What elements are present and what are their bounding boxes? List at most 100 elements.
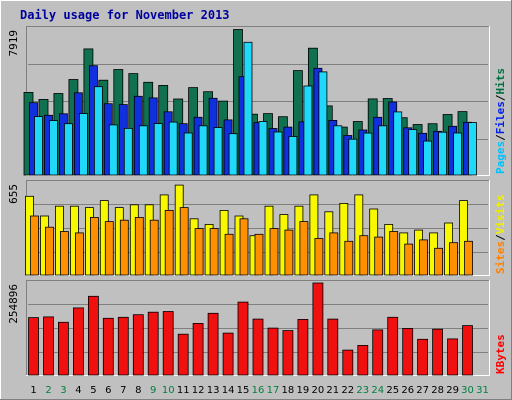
legend-middle: Sites/Visits [494, 195, 507, 275]
bar-kbytes-day-21 [327, 318, 339, 376]
chart-panels: 7919Pages/Files/Hits655Sites/Visits25489… [7, 26, 507, 376]
x-axis-day-labels: 1 2 3 4 5 6 7 8 9 10 11 12 13 14 15 16 17 18 19 20 21 22 23 24 2… [30, 385, 489, 396]
bar-sites-day-26 [404, 243, 414, 276]
bar-pages-day-29 [453, 132, 463, 176]
bar-pages-day-21 [333, 125, 343, 176]
day-label-10: 10 [162, 385, 175, 396]
series-kbytes [28, 282, 473, 376]
bar-sites-day-30 [464, 240, 473, 276]
max-label-top: 7919 [7, 30, 20, 57]
bar-kbytes-day-13 [207, 312, 219, 376]
legend-item-pages: Pages [494, 141, 507, 174]
bar-sites-day-18 [284, 229, 294, 276]
day-label-27: 27 [416, 385, 429, 396]
bar-sites-day-14 [224, 233, 234, 276]
day-label-9: 9 [150, 385, 156, 396]
bar-kbytes-day-27 [417, 338, 429, 376]
day-label-24: 24 [371, 385, 384, 396]
bar-sites-day-17 [269, 228, 279, 276]
bar-sites-day-13 [209, 228, 219, 276]
bar-pages-day-20 [318, 71, 328, 176]
bar-pages-day-28 [438, 131, 448, 176]
bar-kbytes-day-26 [402, 327, 414, 376]
bar-pages-day-13 [213, 127, 223, 176]
bar-pages-day-23 [363, 132, 373, 176]
bar-sites-day-4 [75, 232, 84, 276]
day-label-30: 30 [461, 385, 474, 396]
legend-item-hits: Hits [494, 68, 507, 95]
bar-visits-day-23 [354, 194, 364, 276]
legend-item-files: Files [494, 101, 507, 134]
series-visits [25, 184, 468, 276]
bar-visits-day-22 [339, 202, 349, 276]
bar-visits-day-30 [459, 200, 468, 276]
bar-kbytes-day-28 [432, 328, 444, 376]
bar-sites-day-11 [179, 207, 189, 276]
legend-top: Pages/Files/Hits [494, 68, 507, 174]
bar-kbytes-day-23 [357, 344, 369, 376]
day-label-2: 2 [45, 385, 51, 396]
day-label-1: 1 [30, 385, 36, 396]
bar-kbytes-day-7 [117, 316, 129, 376]
bar-pages-day-3 [64, 123, 73, 176]
bar-sites-day-25 [389, 231, 399, 276]
day-label-12: 12 [192, 385, 205, 396]
bar-pages-day-6 [108, 124, 118, 176]
bar-kbytes-day-20 [312, 282, 324, 376]
day-label-31: 31 [476, 385, 489, 396]
bar-sites-day-15 [239, 218, 249, 276]
bar-sites-day-8 [134, 216, 144, 276]
legend-separator: / [494, 234, 507, 241]
bar-kbytes-day-5 [88, 295, 99, 376]
bar-pages-day-7 [123, 127, 133, 176]
bar-sites-day-20 [314, 238, 324, 276]
series-pages [34, 41, 477, 176]
bar-pages-day-1 [34, 116, 43, 176]
chart-title: Daily usage for November 2013 [20, 8, 230, 22]
day-label-16: 16 [252, 385, 265, 396]
day-label-21: 21 [326, 385, 339, 396]
bar-kbytes-day-24 [372, 329, 384, 376]
bar-pages-day-14 [228, 133, 238, 176]
bar-kbytes-day-6 [102, 317, 114, 376]
bar-sites-day-27 [419, 239, 429, 276]
bar-kbytes-day-9 [147, 311, 159, 376]
bar-pages-day-25 [393, 111, 403, 176]
bar-sites-day-6 [104, 221, 114, 276]
day-label-15: 15 [237, 385, 250, 396]
bar-pages-day-27 [423, 140, 433, 176]
bar-pages-day-12 [198, 125, 208, 176]
day-label-29: 29 [446, 385, 459, 396]
legend-separator: / [494, 134, 507, 141]
bar-sites-day-5 [90, 216, 99, 276]
day-label-11: 11 [177, 385, 190, 396]
bar-sites-day-9 [149, 219, 159, 276]
bar-kbytes-day-15 [237, 301, 249, 376]
bar-pages-day-11 [183, 132, 193, 176]
bar-sites-day-24 [374, 236, 384, 276]
bar-kbytes-day-8 [132, 314, 144, 376]
bar-kbytes-day-10 [162, 311, 174, 376]
bar-pages-day-9 [153, 123, 163, 176]
panel-bottom: 254896 KBytes [7, 280, 507, 376]
bar-sites-day-19 [299, 221, 309, 276]
day-label-13: 13 [207, 385, 220, 396]
bar-kbytes-day-29 [447, 338, 459, 376]
legend-item-kbytes: KBytes [494, 334, 507, 374]
bar-kbytes-day-4 [73, 307, 84, 376]
bar-pages-day-10 [168, 121, 178, 176]
bar-sites-day-21 [329, 232, 339, 276]
bar-pages-day-2 [49, 120, 58, 176]
bar-kbytes-day-19 [297, 318, 309, 376]
day-label-8: 8 [135, 385, 141, 396]
bar-kbytes-day-14 [222, 332, 234, 376]
bar-pages-day-16 [258, 121, 268, 176]
bar-pages-day-22 [348, 138, 358, 176]
day-label-5: 5 [90, 385, 96, 396]
bar-sites-day-7 [119, 219, 129, 276]
bar-kbytes-day-1 [28, 317, 39, 376]
day-label-28: 28 [431, 385, 444, 396]
day-label-19: 19 [297, 385, 310, 396]
